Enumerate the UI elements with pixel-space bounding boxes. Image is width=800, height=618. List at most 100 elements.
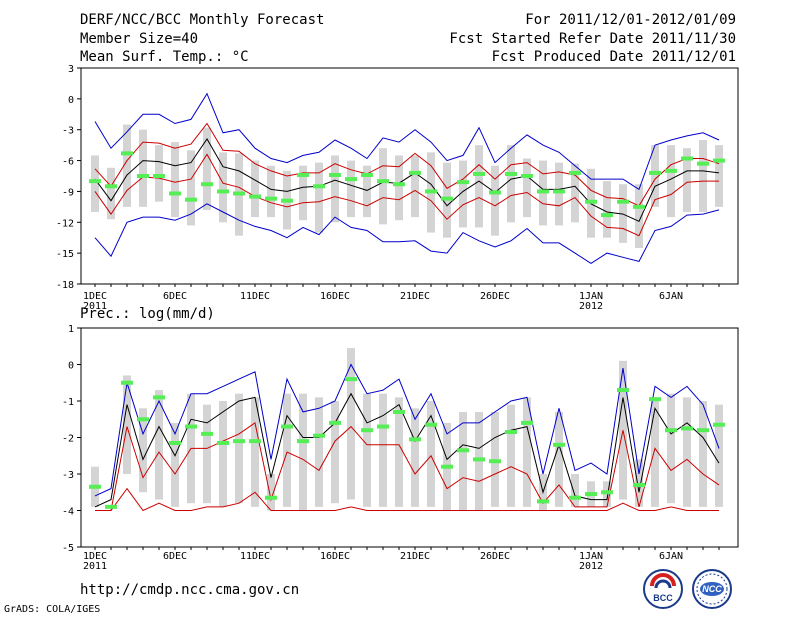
panel1-median-marker — [617, 199, 629, 204]
panel2-median-marker — [425, 422, 437, 427]
panel1-spread-box — [379, 148, 387, 225]
panel2-x-tick-sublabel: 2011 — [83, 561, 107, 572]
panel2-spread-box — [171, 422, 179, 507]
panel2-spread-box — [683, 397, 691, 507]
panel1-median-marker — [473, 171, 485, 176]
panel2-median-marker — [105, 504, 117, 509]
panel1-frame — [80, 67, 739, 285]
panel1-x-tick-label: 21DEC — [400, 291, 430, 302]
panel2-median-marker — [409, 437, 421, 442]
panel2-median-marker — [553, 442, 565, 447]
panel2-median-marker — [665, 428, 677, 433]
panel2-y-tick-label: 1 — [68, 324, 74, 335]
forecast-started-date: Fcst Started Refer Date 2011/11/30 — [449, 31, 736, 47]
panel1-spread-box — [171, 142, 179, 218]
panel2-spread-box — [283, 393, 291, 507]
source-url[interactable]: http://cmdp.ncc.cma.gov.cn — [80, 582, 300, 598]
panel2-spread-box — [395, 397, 403, 507]
panel2-median-marker — [329, 420, 341, 425]
panel1-y-tick-label: -18 — [56, 280, 74, 291]
panel2-spread-box — [667, 393, 675, 504]
panel2-x-tick-label: 6JAN — [659, 551, 683, 562]
panel1-spread-box — [603, 181, 611, 238]
panel2-median-marker — [265, 495, 277, 500]
panel2-upper-line — [95, 422, 720, 511]
panel2-median-marker — [281, 424, 293, 429]
panel2-median-marker — [585, 492, 597, 497]
panel1-spread-box — [155, 145, 163, 202]
panel1-spread-box — [267, 165, 275, 218]
panel1-spread-box — [347, 160, 355, 218]
panel2-median-marker — [505, 430, 517, 435]
panel2-spread-box — [379, 393, 387, 507]
chart-title: DERF/NCC/BCC Monthly Forecast — [80, 12, 325, 28]
panel1-median-marker — [441, 196, 453, 201]
panel2-spread-box — [715, 404, 723, 507]
panel2-median-marker — [217, 440, 229, 445]
panel2-x-tick-label: 21DEC — [400, 551, 430, 562]
panel1-spread-box — [123, 124, 131, 207]
panel1-spread-box — [139, 129, 147, 207]
panel2-spread-box — [459, 411, 467, 511]
panel1-spread-box — [187, 150, 195, 226]
panel1-y-tick-label: -12 — [56, 218, 74, 229]
panel2-median-marker — [153, 395, 165, 400]
svg-text:BCC: BCC — [653, 593, 673, 603]
panel2-median-marker — [121, 380, 133, 385]
panel1-median-marker — [649, 170, 661, 175]
panel1-x-tick-sublabel: 2011 — [83, 301, 107, 312]
panel2-spread-box — [315, 397, 323, 507]
panel1-spread-box — [571, 163, 579, 223]
panel1-median-marker — [537, 189, 549, 194]
panel2-spread-box — [571, 474, 579, 507]
panel1-spread-box — [411, 155, 419, 218]
panel1-median-marker — [569, 170, 581, 175]
panel2-spread-box — [363, 393, 371, 507]
panel1-x-tick-label: 1DEC — [83, 291, 107, 302]
panel2-x-tick-label: 26DEC — [480, 551, 510, 562]
panel2-y-tick-label: -2 — [62, 434, 74, 445]
panel2-median-marker — [137, 417, 149, 422]
panel1-median-marker — [169, 191, 181, 196]
panel1-spread-box — [699, 140, 707, 212]
panel1-median-marker — [137, 174, 149, 178]
panel1-max-line — [94, 92, 720, 191]
panel1-min-line — [94, 203, 720, 264]
panel1-median-marker — [697, 161, 709, 166]
panel1-spread-box — [635, 184, 643, 248]
panel1-spread-box — [491, 165, 499, 236]
panel1-median-marker — [281, 198, 293, 203]
panel2-median-marker — [473, 457, 485, 462]
panel2-spread-box — [507, 404, 515, 507]
panel2-median-marker — [681, 426, 693, 431]
panel1-median-marker — [601, 213, 613, 218]
panel1-spread-box — [395, 155, 403, 221]
panel2-spread-box — [427, 401, 435, 507]
panel1-median-marker — [681, 156, 693, 161]
panel1-median-marker — [185, 197, 197, 202]
panel2-spread-box — [235, 393, 243, 504]
panel1-median-marker — [249, 194, 261, 199]
panel1-median-marker — [553, 189, 565, 194]
panel2-x-tick-label: 11DEC — [240, 551, 270, 562]
panel2-spread-box — [331, 401, 339, 504]
panel2-spread-box — [219, 401, 227, 507]
panel2-median-marker — [377, 424, 389, 429]
forecast-period: For 2011/12/01-2012/01/09 — [525, 12, 736, 28]
panel2-median-marker — [201, 431, 213, 436]
panel1-spread-box — [523, 158, 531, 218]
panel1-median-marker — [489, 190, 501, 195]
panel1-spread-box — [299, 165, 307, 221]
panel1-spread-box — [251, 160, 259, 218]
panel1-median-marker — [201, 182, 213, 187]
panel1-spread-box — [619, 184, 627, 243]
member-size: Member Size=40 — [80, 31, 199, 47]
panel1-median-marker — [153, 174, 165, 178]
panel2-median-marker — [521, 420, 533, 425]
panel2-x-tick-sublabel: 2012 — [579, 561, 603, 572]
panel2-max-line — [94, 363, 720, 497]
panel2-mean-line — [94, 392, 720, 508]
panel2-spread-box — [203, 404, 211, 504]
panel1-median-marker — [713, 158, 725, 163]
panel1-median-marker — [89, 179, 101, 184]
